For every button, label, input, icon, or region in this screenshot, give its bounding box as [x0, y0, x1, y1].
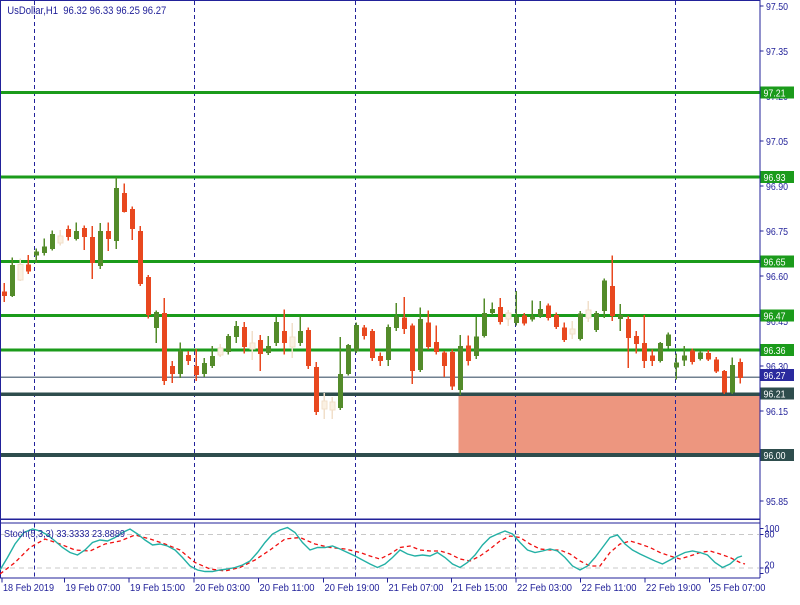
svg-text:96.65: 96.65 — [764, 257, 786, 269]
svg-text:21 Feb 15:00: 21 Feb 15:00 — [453, 582, 508, 594]
svg-text:18 Feb 2019: 18 Feb 2019 — [3, 582, 54, 594]
svg-text:97.50: 97.50 — [766, 1, 788, 13]
svg-text:96.15: 96.15 — [766, 406, 788, 418]
svg-text:97.05: 97.05 — [766, 136, 788, 148]
svg-text:19 Feb 15:00: 19 Feb 15:00 — [130, 582, 185, 594]
svg-text:80: 80 — [765, 529, 775, 541]
svg-text:96.90: 96.90 — [766, 181, 788, 193]
svg-text:96.60: 96.60 — [766, 271, 788, 283]
svg-text:96.75: 96.75 — [766, 226, 788, 238]
svg-text:20 Feb 19:00: 20 Feb 19:00 — [325, 582, 380, 594]
svg-text:22 Feb 19:00: 22 Feb 19:00 — [646, 582, 701, 594]
svg-text:95.85: 95.85 — [766, 496, 788, 508]
svg-text:21 Feb 07:00: 21 Feb 07:00 — [389, 582, 444, 594]
svg-text:96.47: 96.47 — [764, 310, 786, 322]
svg-text:96.21: 96.21 — [764, 389, 786, 401]
svg-text:97.35: 97.35 — [766, 46, 788, 58]
svg-text:96.93: 96.93 — [764, 172, 786, 184]
svg-text:20 Feb 03:00: 20 Feb 03:00 — [195, 582, 250, 594]
svg-text:25 Feb 07:00: 25 Feb 07:00 — [711, 582, 766, 594]
svg-text:100: 100 — [765, 523, 780, 535]
svg-text:22 Feb 11:00: 22 Feb 11:00 — [582, 582, 637, 594]
svg-text:UsDollar,H1 96.32 96.33 96.25: UsDollar,H1 96.32 96.33 96.25 96.27 — [7, 5, 166, 17]
svg-text:20: 20 — [765, 560, 775, 572]
svg-text:0: 0 — [765, 565, 770, 577]
svg-text:Stoch(5,3,3) 33.3333 23.8889: Stoch(5,3,3) 33.3333 23.8889 — [4, 528, 125, 540]
svg-text:19 Feb 07:00: 19 Feb 07:00 — [66, 582, 121, 594]
svg-text:20 Feb 11:00: 20 Feb 11:00 — [260, 582, 315, 594]
svg-text:96.00: 96.00 — [764, 450, 786, 462]
svg-text:96.36: 96.36 — [764, 345, 786, 357]
svg-text:96.27: 96.27 — [764, 370, 786, 382]
svg-text:22 Feb 03:00: 22 Feb 03:00 — [517, 582, 572, 594]
svg-text:97.21: 97.21 — [764, 88, 786, 100]
